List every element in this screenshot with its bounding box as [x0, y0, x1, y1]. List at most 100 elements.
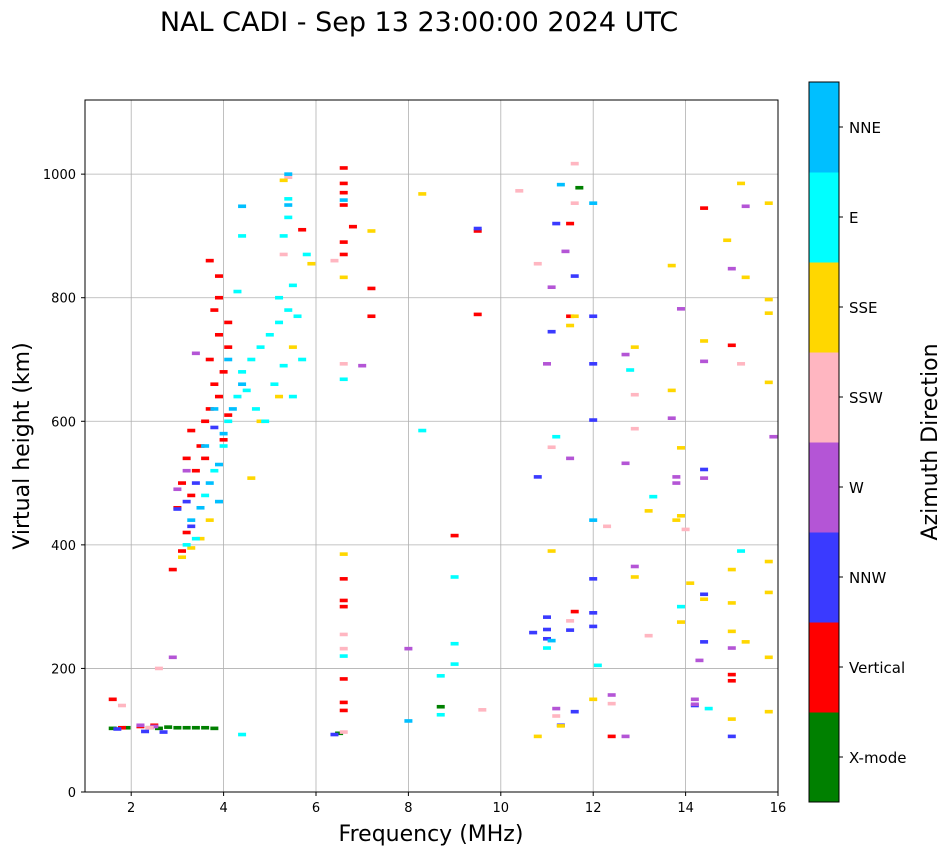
data-point — [561, 249, 570, 254]
data-point — [547, 285, 556, 290]
data-point — [256, 345, 265, 349]
data-point — [284, 215, 293, 220]
data-point — [676, 446, 685, 450]
data-point — [667, 263, 676, 268]
data-point — [191, 481, 200, 485]
data-point — [187, 524, 196, 529]
data-point — [589, 518, 598, 522]
data-point — [607, 693, 616, 697]
data-point — [450, 575, 459, 579]
data-point — [279, 234, 288, 238]
data-point — [159, 730, 168, 734]
data-point — [570, 609, 579, 614]
data-point — [219, 370, 228, 374]
data-point — [187, 546, 196, 550]
data-point — [450, 533, 459, 538]
data-point — [219, 438, 228, 442]
data-point — [589, 697, 598, 702]
data-point — [566, 619, 575, 623]
data-point — [275, 320, 284, 325]
data-point — [339, 708, 348, 713]
data-point — [727, 717, 736, 721]
plot-background — [85, 100, 778, 792]
data-point — [695, 658, 704, 663]
colorbar-frame — [808, 81, 840, 803]
data-point — [700, 206, 709, 210]
data-point — [543, 636, 551, 641]
colorbar-segment — [809, 712, 839, 803]
data-point — [284, 197, 293, 201]
data-point — [284, 172, 293, 176]
data-point — [727, 601, 736, 605]
data-point — [279, 178, 288, 183]
data-point — [418, 192, 427, 196]
data-point — [279, 363, 288, 368]
data-point — [723, 238, 732, 243]
data-point — [214, 295, 223, 300]
data-point — [543, 627, 551, 632]
data-point — [552, 706, 561, 711]
data-point — [630, 564, 639, 569]
data-point — [676, 620, 685, 624]
data-point — [256, 419, 265, 424]
data-point — [566, 221, 575, 226]
data-point — [570, 274, 579, 278]
data-point — [700, 339, 709, 343]
data-point — [727, 734, 736, 739]
data-point — [436, 712, 445, 717]
data-point — [764, 380, 773, 385]
data-point — [626, 368, 635, 372]
data-point — [339, 677, 348, 681]
data-point — [358, 363, 367, 368]
colorbar-segment — [809, 532, 839, 623]
data-point — [700, 476, 709, 480]
data-point — [339, 181, 348, 186]
data-point — [552, 221, 561, 226]
data-point — [201, 493, 210, 498]
data-point — [219, 444, 228, 448]
data-point — [210, 425, 219, 430]
data-point — [764, 709, 773, 714]
data-point — [339, 190, 348, 195]
y-tick-label: 200 — [51, 662, 76, 677]
data-point — [667, 388, 676, 393]
data-point — [589, 418, 598, 422]
data-point — [191, 468, 200, 473]
data-point — [533, 261, 542, 266]
data-point — [630, 392, 639, 397]
data-point — [178, 481, 187, 485]
data-point — [182, 499, 191, 504]
data-point — [741, 275, 750, 280]
y-tick-label: 400 — [51, 539, 76, 554]
data-point — [187, 518, 196, 522]
data-point — [270, 382, 279, 387]
data-point — [672, 481, 681, 485]
data-point — [570, 314, 579, 319]
data-point — [117, 703, 126, 708]
data-point — [201, 419, 210, 424]
data-point — [233, 289, 242, 294]
data-point — [727, 678, 736, 683]
data-point — [367, 314, 376, 319]
data-point — [570, 161, 579, 166]
data-point — [339, 166, 348, 170]
data-point — [404, 646, 413, 651]
data-point — [603, 524, 612, 529]
data-point — [182, 725, 191, 730]
data-point — [769, 434, 778, 439]
data-point — [547, 329, 556, 334]
data-point — [288, 394, 297, 399]
data-point — [515, 189, 524, 193]
data-point — [566, 314, 575, 319]
data-point — [339, 275, 348, 280]
data-point — [136, 723, 145, 728]
data-point — [261, 419, 270, 424]
data-point — [191, 351, 200, 356]
data-point — [676, 514, 685, 518]
data-point — [727, 567, 736, 572]
data-point — [339, 700, 348, 705]
data-point — [265, 332, 274, 337]
data-point — [108, 726, 117, 731]
data-point — [196, 444, 205, 448]
